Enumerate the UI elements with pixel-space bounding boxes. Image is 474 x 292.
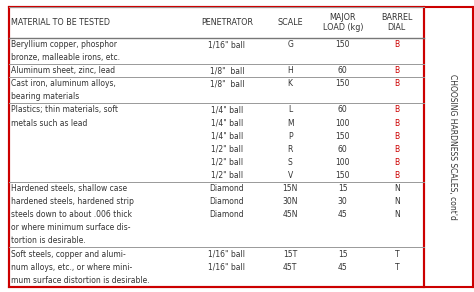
Text: 1/2" ball: 1/2" ball	[211, 145, 243, 154]
Text: 1/16" ball: 1/16" ball	[208, 263, 245, 272]
Text: MAJOR
LOAD (kg): MAJOR LOAD (kg)	[322, 13, 363, 32]
Text: 1/2" ball: 1/2" ball	[211, 171, 243, 180]
Text: 150: 150	[336, 40, 350, 49]
Text: SCALE: SCALE	[277, 18, 303, 27]
Text: 1/4" ball: 1/4" ball	[210, 132, 243, 141]
Text: Beryllium copper, phosphor: Beryllium copper, phosphor	[11, 40, 117, 49]
Text: mum surface distortion is desirable.: mum surface distortion is desirable.	[11, 276, 149, 285]
Text: BARREL
DIAL: BARREL DIAL	[381, 13, 412, 32]
Text: 45N: 45N	[283, 210, 298, 219]
Text: 1/2" ball: 1/2" ball	[211, 158, 243, 167]
Text: L: L	[288, 105, 292, 114]
Text: 1/4" ball: 1/4" ball	[210, 105, 243, 114]
Text: 1/8"  ball: 1/8" ball	[210, 79, 244, 88]
Text: B: B	[394, 132, 400, 141]
Text: 45: 45	[338, 210, 347, 219]
Text: 150: 150	[336, 79, 350, 88]
Text: P: P	[288, 132, 292, 141]
Text: 30N: 30N	[283, 197, 298, 206]
Text: 60: 60	[338, 145, 347, 154]
Text: 45T: 45T	[283, 263, 297, 272]
Text: N: N	[394, 197, 400, 206]
Text: B: B	[394, 119, 400, 128]
Text: T: T	[394, 249, 399, 258]
Text: PENETRATOR: PENETRATOR	[201, 18, 253, 27]
Text: CHOOSING HARDNESS SCALES, cont'd: CHOOSING HARDNESS SCALES, cont'd	[448, 74, 457, 220]
Text: K: K	[288, 79, 292, 88]
Text: 60: 60	[338, 105, 347, 114]
Text: 1/16" ball: 1/16" ball	[208, 249, 245, 258]
Text: num alloys, etc., or where mini-: num alloys, etc., or where mini-	[11, 263, 132, 272]
Text: 100: 100	[336, 119, 350, 128]
Text: 60: 60	[338, 66, 347, 75]
Text: 15N: 15N	[283, 184, 298, 193]
Text: 15: 15	[338, 184, 347, 193]
Text: M: M	[287, 119, 293, 128]
Text: R: R	[287, 145, 293, 154]
Text: 150: 150	[336, 132, 350, 141]
Text: B: B	[394, 158, 400, 167]
Text: S: S	[288, 158, 292, 167]
Text: Diamond: Diamond	[210, 184, 244, 193]
Text: H: H	[287, 66, 293, 75]
Text: B: B	[394, 171, 400, 180]
Text: 1/16" ball: 1/16" ball	[208, 40, 245, 49]
Text: T: T	[394, 263, 399, 272]
Text: 1/4" ball: 1/4" ball	[210, 119, 243, 128]
Text: Diamond: Diamond	[210, 197, 244, 206]
Text: Diamond: Diamond	[210, 210, 244, 219]
Text: or where minimum surface dis-: or where minimum surface dis-	[11, 223, 130, 232]
Text: 1/8"  ball: 1/8" ball	[210, 66, 244, 75]
Text: Soft steels, copper and alumi-: Soft steels, copper and alumi-	[11, 249, 126, 258]
Text: 15T: 15T	[283, 249, 297, 258]
Text: B: B	[394, 145, 400, 154]
Text: 30: 30	[338, 197, 347, 206]
Bar	[9, 7, 424, 287]
Text: hardened steels, hardened strip: hardened steels, hardened strip	[11, 197, 134, 206]
Text: B: B	[394, 79, 400, 88]
Text: G: G	[287, 40, 293, 49]
Text: B: B	[394, 66, 400, 75]
Text: N: N	[394, 210, 400, 219]
Text: 45: 45	[338, 263, 347, 272]
Text: N: N	[394, 184, 400, 193]
Text: tortion is desirable.: tortion is desirable.	[11, 237, 86, 245]
Text: V: V	[288, 171, 293, 180]
Text: MATERIAL TO BE TESTED: MATERIAL TO BE TESTED	[11, 18, 110, 27]
Text: Hardened steels, shallow case: Hardened steels, shallow case	[11, 184, 127, 193]
Text: Plastics; thin materials, soft: Plastics; thin materials, soft	[11, 105, 118, 114]
Text: bearing materials: bearing materials	[11, 92, 79, 101]
Text: Aluminum sheet, zinc, lead: Aluminum sheet, zinc, lead	[11, 66, 115, 75]
Text: steels down to about .006 thick: steels down to about .006 thick	[11, 210, 132, 219]
Text: B: B	[394, 40, 400, 49]
Text: B: B	[394, 105, 400, 114]
Text: 15: 15	[338, 249, 347, 258]
Text: metals such as lead: metals such as lead	[11, 119, 87, 128]
Text: 100: 100	[336, 158, 350, 167]
Text: 150: 150	[336, 171, 350, 180]
Text: Cast iron, aluminum alloys,: Cast iron, aluminum alloys,	[11, 79, 116, 88]
Text: bronze, malleable irons, etc.: bronze, malleable irons, etc.	[11, 53, 120, 62]
